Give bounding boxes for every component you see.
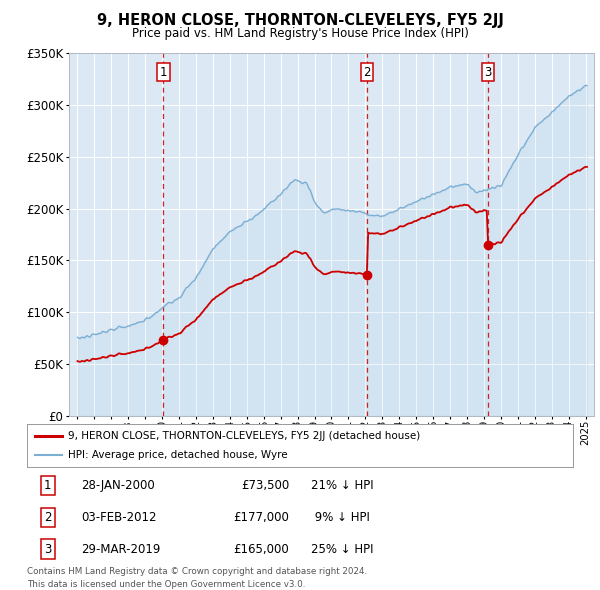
Text: Contains HM Land Registry data © Crown copyright and database right 2024.: Contains HM Land Registry data © Crown c… [27, 567, 367, 576]
Text: 3: 3 [484, 66, 491, 79]
Text: £73,500: £73,500 [241, 479, 289, 492]
Text: 21% ↓ HPI: 21% ↓ HPI [311, 479, 374, 492]
Text: £177,000: £177,000 [233, 511, 289, 524]
Text: 25% ↓ HPI: 25% ↓ HPI [311, 543, 373, 556]
Text: Price paid vs. HM Land Registry's House Price Index (HPI): Price paid vs. HM Land Registry's House … [131, 27, 469, 40]
Text: 9, HERON CLOSE, THORNTON-CLEVELEYS, FY5 2JJ: 9, HERON CLOSE, THORNTON-CLEVELEYS, FY5 … [97, 13, 503, 28]
Text: 2: 2 [363, 66, 371, 79]
Text: 2: 2 [44, 511, 52, 524]
Text: 9, HERON CLOSE, THORNTON-CLEVELEYS, FY5 2JJ (detached house): 9, HERON CLOSE, THORNTON-CLEVELEYS, FY5 … [68, 431, 420, 441]
Text: 03-FEB-2012: 03-FEB-2012 [82, 511, 157, 524]
Text: This data is licensed under the Open Government Licence v3.0.: This data is licensed under the Open Gov… [27, 580, 305, 589]
Text: 29-MAR-2019: 29-MAR-2019 [82, 543, 161, 556]
Text: 3: 3 [44, 543, 52, 556]
Text: 28-JAN-2000: 28-JAN-2000 [82, 479, 155, 492]
Text: £165,000: £165,000 [233, 543, 289, 556]
Text: 1: 1 [160, 66, 167, 79]
Text: 9% ↓ HPI: 9% ↓ HPI [311, 511, 370, 524]
Text: 1: 1 [44, 479, 52, 492]
Text: HPI: Average price, detached house, Wyre: HPI: Average price, detached house, Wyre [68, 450, 287, 460]
